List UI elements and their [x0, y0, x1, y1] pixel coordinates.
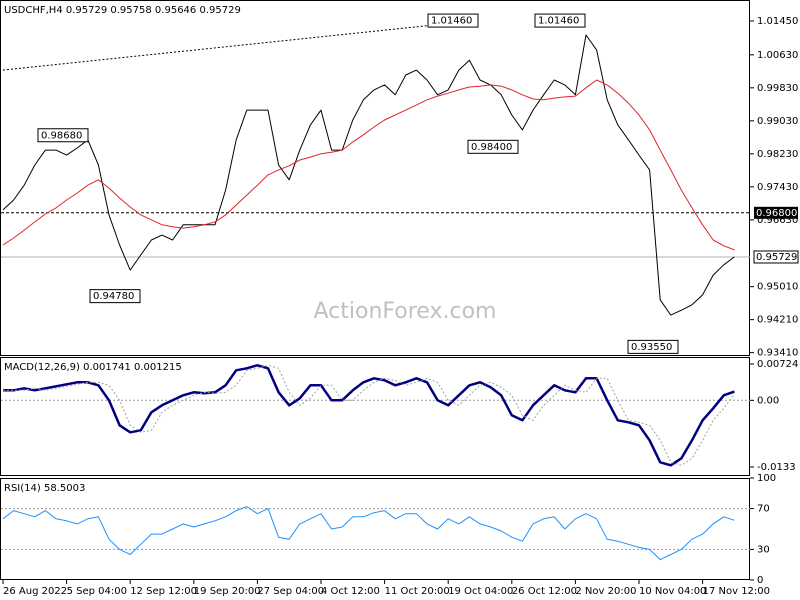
pane-title: USDCHF,H4 0.95729 0.95758 0.95646 0.9572… — [4, 5, 241, 16]
y-tick-label: 1.00630 — [757, 50, 798, 61]
watermark: ActionForex.com — [314, 299, 497, 324]
x-tick-label: 19 Oct 04:00 — [448, 586, 513, 597]
y-tick-label: 0.97430 — [757, 182, 798, 193]
y-tick-label: 0.99030 — [757, 116, 798, 127]
annotation-label: 0.93550 — [631, 342, 672, 353]
y-tick-label: 0 — [757, 575, 763, 586]
x-tick-label: 12 Sep 12:00 — [130, 586, 197, 597]
pane-title: RSI(14) 58.5003 — [4, 483, 85, 494]
x-tick-label: 5 Sep 04:00 — [67, 586, 127, 597]
y-tick-label: 0.93410 — [757, 348, 798, 359]
y-tick-label: 0.98230 — [757, 149, 798, 160]
annotation-box — [37, 128, 89, 143]
y-tick-label: -0.0133 — [757, 462, 796, 473]
annotation-box — [427, 13, 479, 28]
y-tick-label: 0.94210 — [757, 315, 798, 326]
annotation-label: 0.98400 — [471, 142, 512, 153]
y-tick-label: 0.00724 — [757, 359, 798, 370]
x-tick-label: 4 Oct 12:00 — [321, 586, 380, 597]
y-tick-label: 100 — [757, 473, 776, 484]
series-line — [2, 506, 735, 561]
annotation-label: 0.94780 — [93, 291, 134, 302]
x-tick-label: 19 Sep 20:00 — [194, 586, 261, 597]
pane-title: MACD(12,26,9) 0.001741 0.001215 — [4, 362, 182, 373]
x-tick-label: 17 Nov 12:00 — [703, 586, 770, 597]
last-price-box — [753, 250, 799, 264]
level-label: 0.96800 — [756, 208, 797, 219]
series-line — [2, 79, 735, 251]
x-tick-label: 26 Oct 12:00 — [512, 586, 577, 597]
rsi-pane — [0, 478, 750, 580]
x-tick-label: 27 Sep 04:00 — [257, 586, 324, 597]
x-tick-label: 10 Nov 04:00 — [639, 586, 706, 597]
x-tick-label: 2 Nov 20:00 — [575, 586, 636, 597]
annotation-box — [89, 289, 141, 304]
x-tick-label: 26 Aug 2022 — [3, 586, 67, 597]
series-line — [2, 34, 735, 316]
level-label-box — [754, 206, 798, 219]
y-tick-label: 70 — [757, 504, 770, 515]
x-tick-label: 11 Oct 20:00 — [385, 586, 450, 597]
annotation-box — [467, 139, 519, 154]
annotation-box — [627, 339, 679, 354]
trend-line — [2, 19, 481, 71]
y-tick-label: 0.95010 — [757, 282, 798, 293]
last-price-label: 0.95729 — [756, 252, 797, 263]
y-tick-label: 0.00 — [757, 395, 779, 406]
y-tick-label: 30 — [757, 544, 770, 555]
annotation-box — [534, 13, 586, 28]
annotation-label: 1.01460 — [431, 16, 472, 27]
y-tick-label: 1.01450 — [757, 16, 798, 27]
annotation-label: 0.98680 — [41, 130, 82, 141]
series-line — [3, 364, 735, 467]
y-tick-label: 0.99830 — [757, 83, 798, 94]
macd-pane — [0, 357, 750, 476]
y-tick-label: 0.96630 — [757, 215, 798, 226]
price-pane — [0, 0, 750, 356]
annotation-label: 1.01460 — [538, 16, 579, 27]
